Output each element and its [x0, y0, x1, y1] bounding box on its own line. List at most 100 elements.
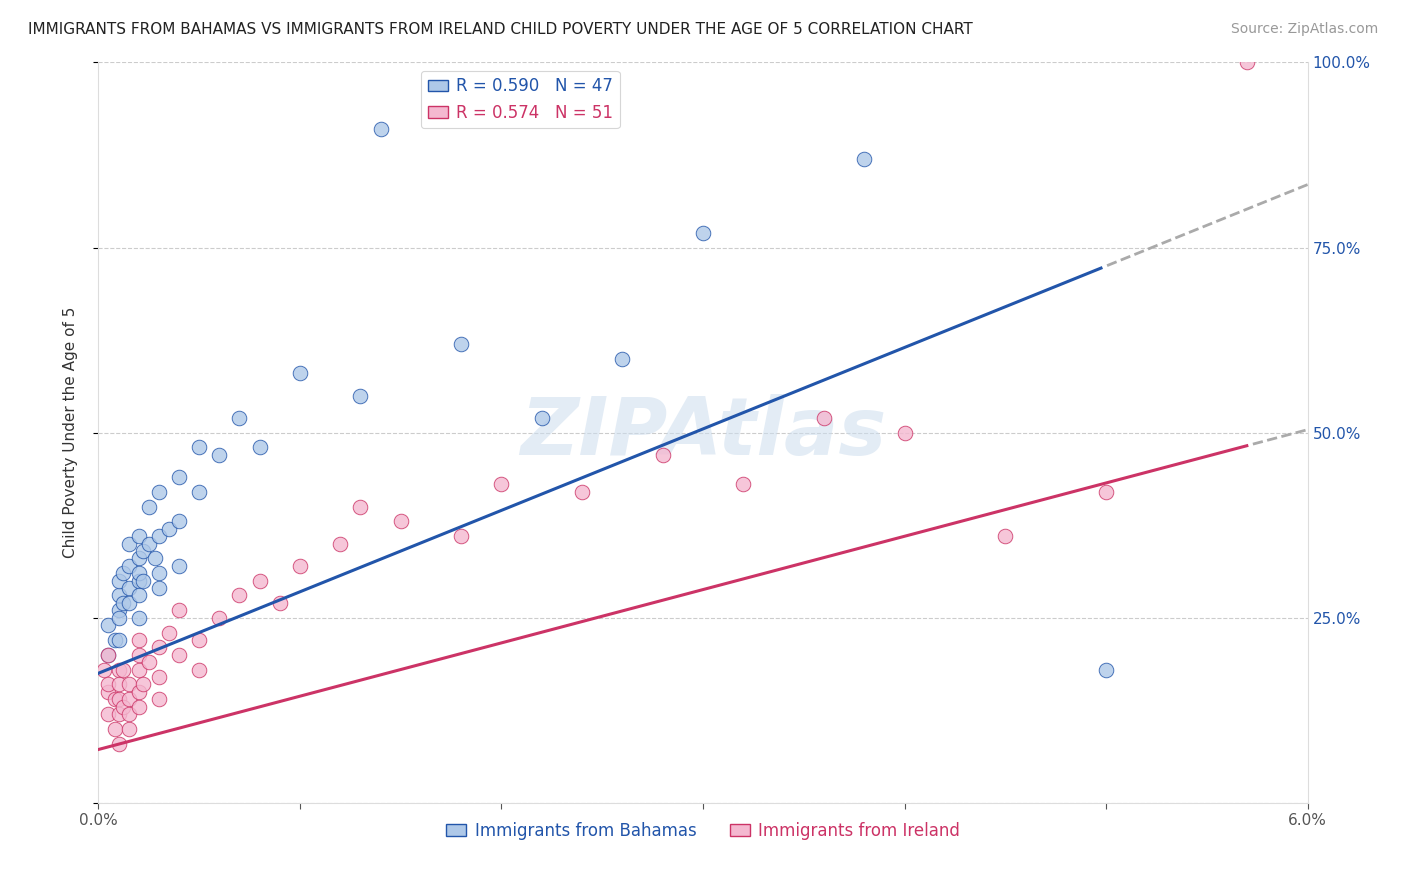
Point	[97, 648, 120, 662]
Text: ZIPAtlas: ZIPAtlas	[520, 393, 886, 472]
Point	[370, 122, 392, 136]
Point	[612, 351, 634, 366]
Point	[249, 441, 271, 455]
Point	[128, 551, 150, 566]
Point	[107, 663, 129, 677]
Point	[349, 500, 371, 514]
Point	[138, 536, 160, 550]
Point	[138, 500, 160, 514]
Point	[148, 529, 170, 543]
Point	[692, 226, 714, 240]
Point	[288, 367, 311, 381]
Point	[157, 625, 180, 640]
Point	[128, 574, 150, 588]
Point	[118, 722, 141, 736]
Point	[103, 722, 125, 736]
Point	[148, 566, 170, 581]
Point	[128, 663, 150, 677]
Point	[97, 706, 120, 721]
Point	[148, 640, 170, 655]
Point	[107, 692, 129, 706]
Point	[1236, 55, 1258, 70]
Point	[167, 603, 190, 617]
Point	[107, 603, 129, 617]
Point	[148, 581, 170, 595]
Point	[128, 632, 150, 647]
Point	[103, 632, 125, 647]
Point	[167, 558, 190, 573]
Point	[148, 670, 170, 684]
Point	[128, 589, 150, 603]
Y-axis label: Child Poverty Under the Age of 5: Child Poverty Under the Age of 5	[63, 307, 77, 558]
Point	[118, 692, 141, 706]
Point	[450, 336, 472, 351]
Point	[107, 589, 129, 603]
Point	[107, 574, 129, 588]
Point	[128, 685, 150, 699]
Point	[269, 596, 291, 610]
Point	[188, 632, 211, 647]
Point	[111, 566, 134, 581]
Point	[167, 515, 190, 529]
Point	[893, 425, 915, 440]
Point	[733, 477, 755, 491]
Point	[97, 685, 120, 699]
Point	[97, 618, 120, 632]
Point	[491, 477, 513, 491]
Point	[107, 632, 129, 647]
Point	[118, 581, 141, 595]
Point	[132, 574, 155, 588]
Point	[228, 410, 250, 425]
Point	[143, 551, 166, 566]
Point	[651, 448, 673, 462]
Point	[188, 441, 211, 455]
Point	[349, 388, 371, 402]
Point	[118, 706, 141, 721]
Point	[1095, 663, 1118, 677]
Point	[107, 737, 129, 751]
Point	[167, 470, 190, 484]
Point	[128, 610, 150, 624]
Point	[93, 663, 115, 677]
Point	[111, 596, 134, 610]
Point	[208, 610, 231, 624]
Point	[128, 529, 150, 543]
Point	[97, 648, 120, 662]
Point	[107, 706, 129, 721]
Point	[132, 544, 155, 558]
Point	[188, 663, 211, 677]
Point	[1095, 484, 1118, 499]
Point	[249, 574, 271, 588]
Point	[853, 152, 876, 166]
Point	[813, 410, 835, 425]
Point	[167, 648, 190, 662]
Point	[188, 484, 211, 499]
Point	[118, 536, 141, 550]
Point	[132, 677, 155, 691]
Point	[530, 410, 553, 425]
Point	[118, 596, 141, 610]
Point	[228, 589, 250, 603]
Point	[103, 692, 125, 706]
Point	[107, 610, 129, 624]
Point	[118, 558, 141, 573]
Point	[148, 692, 170, 706]
Point	[208, 448, 231, 462]
Text: IMMIGRANTS FROM BAHAMAS VS IMMIGRANTS FROM IRELAND CHILD POVERTY UNDER THE AGE O: IMMIGRANTS FROM BAHAMAS VS IMMIGRANTS FR…	[28, 22, 973, 37]
Point	[97, 677, 120, 691]
Point	[128, 699, 150, 714]
Point	[118, 677, 141, 691]
Point	[329, 536, 352, 550]
Point	[288, 558, 311, 573]
Point	[148, 484, 170, 499]
Point	[128, 566, 150, 581]
Text: Source: ZipAtlas.com: Source: ZipAtlas.com	[1230, 22, 1378, 37]
Point	[450, 529, 472, 543]
Point	[138, 655, 160, 669]
Point	[157, 522, 180, 536]
Point	[128, 648, 150, 662]
Point	[111, 699, 134, 714]
Point	[389, 515, 412, 529]
Legend: Immigrants from Bahamas, Immigrants from Ireland: Immigrants from Bahamas, Immigrants from…	[440, 815, 966, 847]
Point	[571, 484, 593, 499]
